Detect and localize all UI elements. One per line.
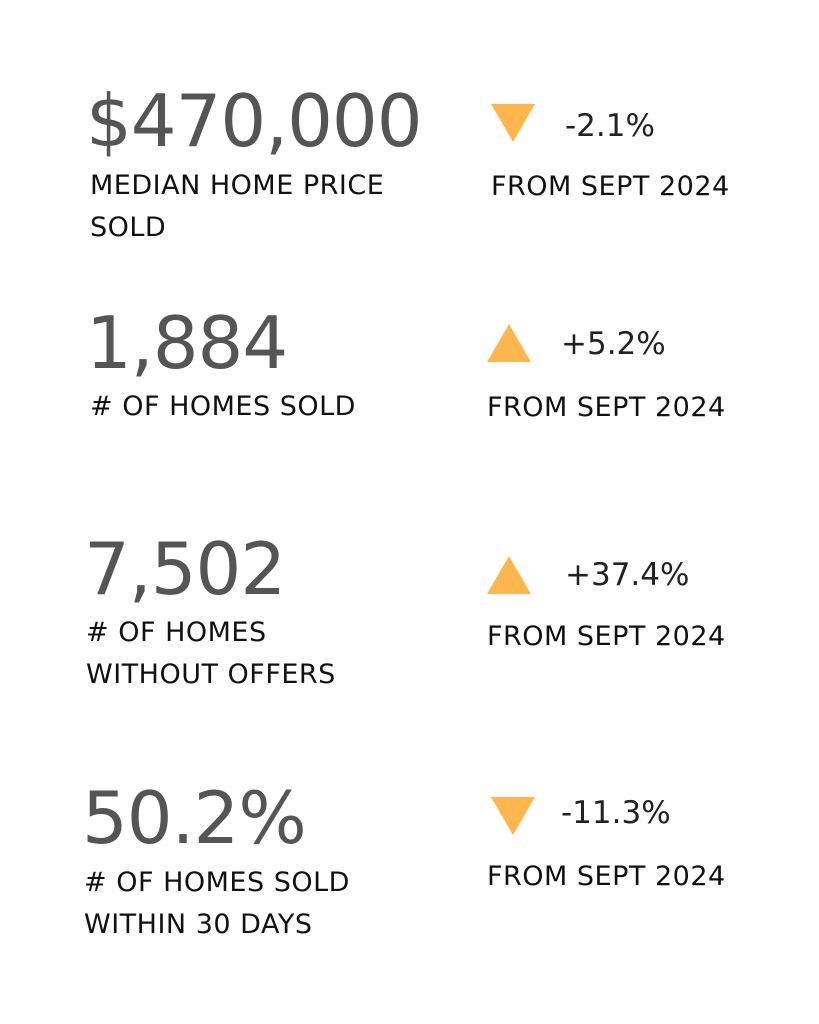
homes-sold-compare: FROM SEPT 2024 [487, 392, 726, 423]
median-price-change: -2.1% [565, 108, 655, 144]
down-arrow-icon [491, 797, 535, 835]
homes-sold-change: +5.2% [561, 326, 666, 362]
homes-without-offers-compare: FROM SEPT 2024 [487, 621, 726, 652]
median-price-compare: FROM SEPT 2024 [491, 171, 730, 202]
homes-sold-label: # OF HOMES SOLD [90, 391, 356, 422]
up-arrow-icon [487, 556, 531, 594]
median-price-label: MEDIAN HOME PRICE SOLD [90, 170, 385, 243]
sold-within-30-days-value: 50.2% [82, 776, 307, 860]
up-arrow-icon [487, 324, 531, 362]
homes-sold-value: 1,884 [86, 301, 288, 385]
down-arrow-icon [491, 104, 535, 142]
sold-within-30-days-change: -11.3% [561, 795, 671, 831]
homes-without-offers-change: +37.4% [565, 557, 690, 593]
homes-without-offers-value: 7,502 [84, 527, 286, 611]
sold-within-30-days-label: # OF HOMES SOLD WITHIN 30 DAYS [84, 867, 350, 940]
sold-within-30-days-compare: FROM SEPT 2024 [487, 861, 726, 892]
homes-without-offers-label: # OF HOMES WITHOUT OFFERS [86, 617, 336, 690]
median-price-value: $470,000 [86, 79, 423, 163]
